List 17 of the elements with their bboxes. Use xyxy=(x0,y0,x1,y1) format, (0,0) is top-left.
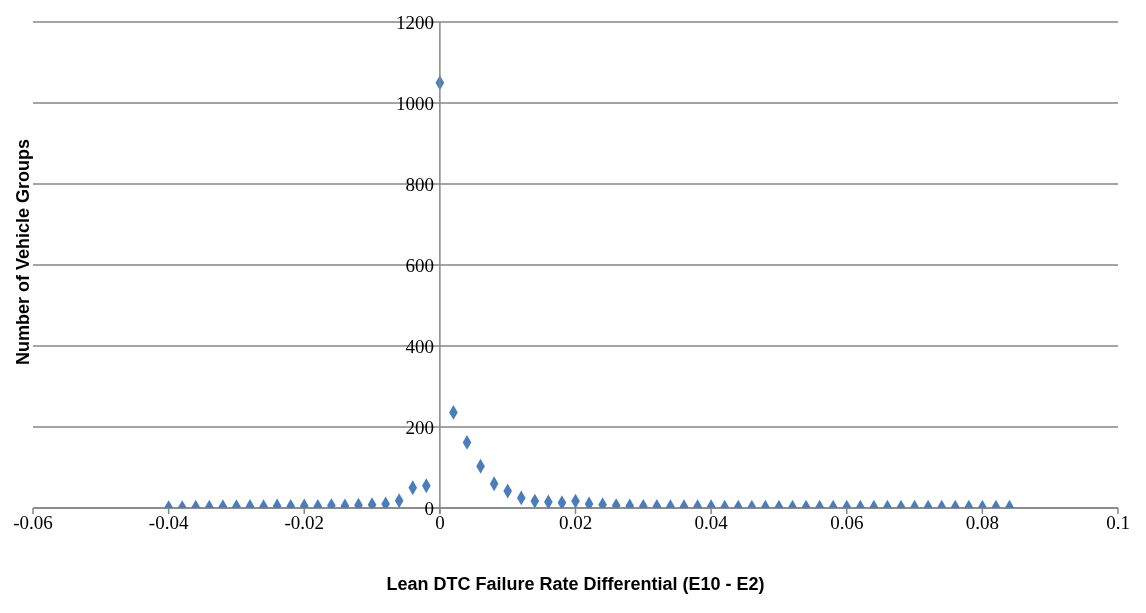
x-tick-label: 0.1 xyxy=(1106,512,1130,534)
x-tick-label: 0.04 xyxy=(694,512,729,534)
y-tick-label: 400 xyxy=(405,336,434,357)
x-tick-label: -0.04 xyxy=(148,512,189,534)
y-tick-label: 1200 xyxy=(395,12,434,33)
y-tick-label: 0 xyxy=(424,498,434,519)
x-tick-label: -0.02 xyxy=(284,512,325,534)
x-tick-label: -0.06 xyxy=(13,512,53,534)
y-tick-label: 200 xyxy=(405,417,434,438)
y-tick-label: 800 xyxy=(405,174,434,195)
x-tick-label: 0.08 xyxy=(965,512,999,534)
x-tick-label: 0.06 xyxy=(830,512,864,534)
y-tick-label: 600 xyxy=(405,255,434,276)
y-axis-title: Number of Vehicle Groups xyxy=(13,138,34,365)
y-tick-label: 1000 xyxy=(395,93,434,114)
x-axis-title: Lean DTC Failure Rate Differential (E10 - E2) xyxy=(386,574,765,594)
x-tick-label: 0.02 xyxy=(558,512,593,534)
